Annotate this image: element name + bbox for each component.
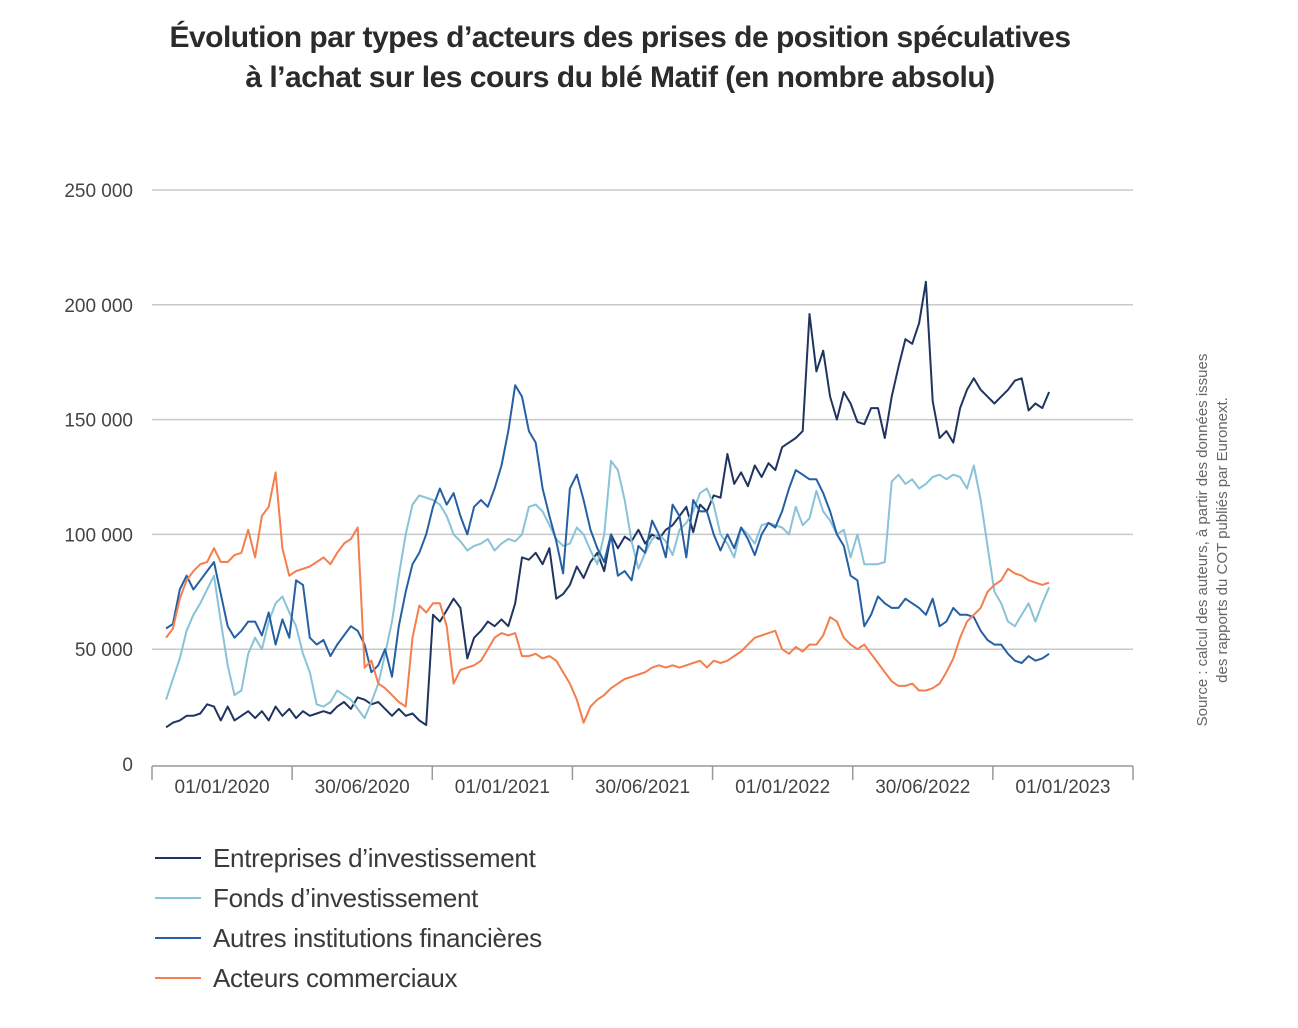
y-tick-label: 150 000 <box>64 411 133 432</box>
x-tick-label: 01/01/2022 <box>735 777 830 798</box>
source-note-line-2: des rapports du COT publiés par Euronext… <box>1214 397 1231 683</box>
x-tick-label: 30/06/2021 <box>595 777 690 798</box>
series-line-fonds-d-investissement <box>165 459 1051 720</box>
source-note: Source : calcul des auteurs, à partir de… <box>1193 320 1253 760</box>
y-tick-label: 0 <box>122 755 133 776</box>
chart-title-line-1: Évolution par types d’acteurs des prises… <box>169 21 1071 54</box>
legend-swatch <box>155 857 201 859</box>
chart-title-line-2: à l’achat sur les cours du blé Matif (en… <box>245 61 995 94</box>
x-tick-label: 01/01/2023 <box>1015 777 1110 798</box>
x-tick-label: 01/01/2020 <box>175 777 270 798</box>
x-tick-label: 30/06/2020 <box>315 777 410 798</box>
chart-legend: Entreprises d’investissement Fonds d’inve… <box>155 838 542 998</box>
legend-item: Autres institutions financières <box>155 918 542 958</box>
legend-swatch <box>155 897 201 899</box>
y-tick-label: 200 000 <box>64 296 133 317</box>
series-line-acteurs-commerciaux <box>165 471 1050 724</box>
series-line-entreprises-d-investissement <box>165 280 1051 729</box>
y-tick-label: 50 000 <box>75 640 133 661</box>
source-note-line-1: Source : calcul des auteurs, à partir de… <box>1194 353 1211 727</box>
y-tick-label: 250 000 <box>64 181 133 202</box>
legend-swatch <box>155 937 201 939</box>
y-tick-label: 100 000 <box>64 525 133 546</box>
legend-item: Entreprises d’investissement <box>155 838 542 878</box>
series-line-autres-institutions-financieres <box>165 384 1050 678</box>
x-tick-label: 30/06/2022 <box>875 777 970 798</box>
legend-item: Fonds d’investissement <box>155 878 542 918</box>
legend-label: Autres institutions financières <box>213 922 542 953</box>
legend-label: Acteurs commerciaux <box>213 962 458 993</box>
legend-item: Acteurs commerciaux <box>155 958 542 998</box>
chart-title: Évolution par types d’acteurs des prises… <box>0 18 1240 98</box>
legend-swatch <box>155 977 201 979</box>
legend-label: Fonds d’investissement <box>213 882 479 913</box>
legend-label: Entreprises d’investissement <box>213 842 536 873</box>
x-tick-label: 01/01/2021 <box>455 777 550 798</box>
